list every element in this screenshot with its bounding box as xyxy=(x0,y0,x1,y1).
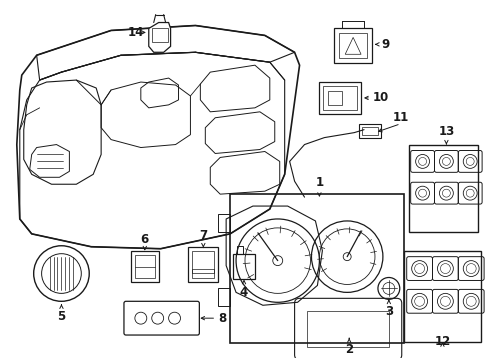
Text: 12: 12 xyxy=(433,335,449,348)
Polygon shape xyxy=(148,23,170,52)
Circle shape xyxy=(343,253,350,261)
Text: 10: 10 xyxy=(372,91,388,104)
FancyBboxPatch shape xyxy=(319,82,360,114)
FancyBboxPatch shape xyxy=(188,247,218,283)
FancyBboxPatch shape xyxy=(123,301,199,335)
Text: 4: 4 xyxy=(240,287,247,300)
Text: 14: 14 xyxy=(127,26,144,39)
Text: 6: 6 xyxy=(141,233,149,246)
FancyBboxPatch shape xyxy=(334,28,371,63)
Text: 11: 11 xyxy=(392,111,408,124)
Text: 1: 1 xyxy=(315,176,323,189)
FancyBboxPatch shape xyxy=(233,254,254,279)
Text: 13: 13 xyxy=(437,125,453,138)
Text: 7: 7 xyxy=(199,229,207,242)
Text: 3: 3 xyxy=(384,305,392,318)
Text: 9: 9 xyxy=(380,38,388,51)
Circle shape xyxy=(272,256,282,266)
Text: 2: 2 xyxy=(345,343,352,356)
Text: 5: 5 xyxy=(57,310,65,323)
Text: 8: 8 xyxy=(218,312,226,325)
FancyBboxPatch shape xyxy=(131,251,159,283)
